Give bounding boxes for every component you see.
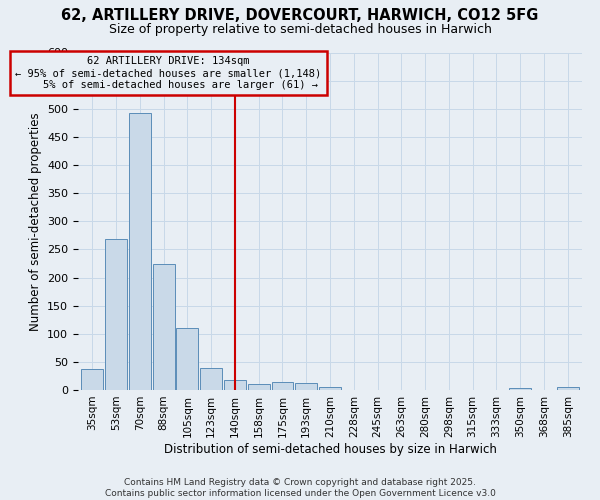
Bar [248, 384, 269, 390]
Text: 62, ARTILLERY DRIVE, DOVERCOURT, HARWICH, CO12 5FG: 62, ARTILLERY DRIVE, DOVERCOURT, HARWICH… [61, 8, 539, 22]
Bar [129, 114, 151, 390]
Bar [295, 382, 317, 390]
Bar [224, 380, 246, 390]
Bar [557, 387, 578, 390]
Bar [176, 328, 198, 390]
Y-axis label: Number of semi-detached properties: Number of semi-detached properties [29, 112, 41, 330]
Bar [105, 240, 127, 390]
Text: 62 ARTILLERY DRIVE: 134sqm
← 95% of semi-detached houses are smaller (1,148)
   : 62 ARTILLERY DRIVE: 134sqm ← 95% of semi… [15, 56, 322, 90]
Text: Size of property relative to semi-detached houses in Harwich: Size of property relative to semi-detach… [109, 22, 491, 36]
Bar [152, 264, 175, 390]
Bar [82, 369, 103, 390]
X-axis label: Distribution of semi-detached houses by size in Harwich: Distribution of semi-detached houses by … [164, 442, 496, 456]
Bar [200, 368, 222, 390]
Text: Contains HM Land Registry data © Crown copyright and database right 2025.
Contai: Contains HM Land Registry data © Crown c… [104, 478, 496, 498]
Bar [319, 386, 341, 390]
Bar [509, 388, 531, 390]
Bar [272, 382, 293, 390]
